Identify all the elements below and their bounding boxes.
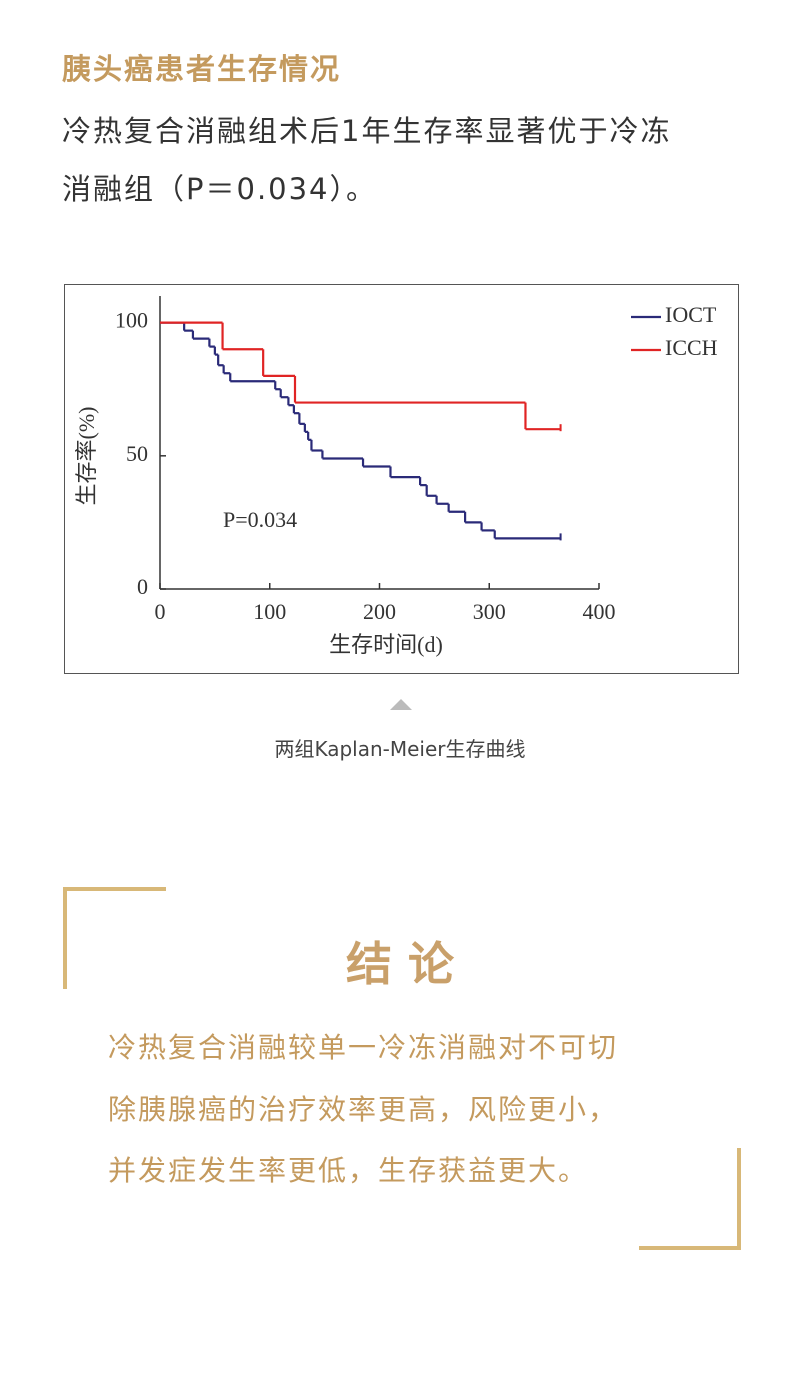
conclusion-title: 结 论 — [345, 937, 454, 991]
x-tick-label: 0 — [155, 599, 166, 624]
intro-text: 消融组（P＝0.034）。 — [62, 172, 378, 206]
section-title: 胰头癌患者生存情况 — [62, 52, 342, 86]
y-tick-label: 50 — [126, 441, 148, 466]
legend-label: IOCT — [665, 302, 717, 327]
caption: 两组Kaplan-Meier生存曲线 — [274, 737, 526, 761]
x-tick-label: 100 — [253, 599, 286, 624]
x-tick-label: 400 — [583, 599, 616, 624]
y-tick-label: 0 — [137, 574, 148, 599]
intro-text: 冷热复合消融组术后1年生存率显著优于冷冻 — [62, 114, 672, 148]
x-axis-label: 生存时间(d) — [329, 632, 443, 657]
bracket — [639, 1246, 741, 1250]
conclusion-text: 冷热复合消融较单一冷冻消融对不可切 — [108, 1031, 619, 1064]
caption-arrow — [390, 699, 412, 710]
bracket — [737, 1148, 741, 1250]
x-tick-label: 300 — [473, 599, 506, 624]
annotation: P=0.034 — [223, 507, 297, 532]
conclusion-text: 除胰腺癌的治疗效率更高，风险更小， — [108, 1093, 619, 1126]
y-axis-label: 生存率(%) — [74, 407, 99, 506]
x-tick-label: 200 — [363, 599, 396, 624]
legend-label: ICCH — [665, 335, 718, 360]
chart: 生存率(%) 生存时间(d) P=0.034 0 50 100 0 100 200 300 4… — [64, 284, 739, 674]
bracket — [63, 887, 166, 891]
bracket — [63, 887, 67, 989]
y-tick-label: 100 — [115, 308, 148, 333]
conclusion-text: 并发症发生率更低，生存获益更大。 — [108, 1154, 589, 1187]
